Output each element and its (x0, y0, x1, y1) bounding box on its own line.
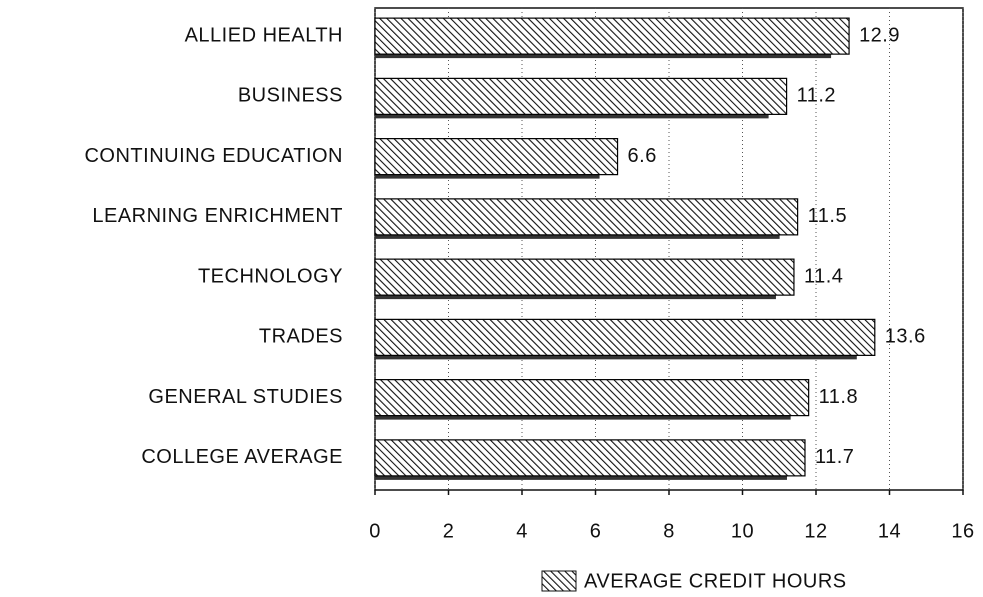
x-tick-label: 16 (951, 520, 974, 542)
value-label: 11.5 (808, 205, 847, 227)
x-tick-label: 12 (804, 520, 827, 542)
value-label: 11.7 (815, 446, 854, 468)
bar (374, 318, 876, 356)
bar (374, 439, 806, 477)
value-label: 13.6 (885, 326, 926, 348)
y-tick-label: ALLIED HEALTH (185, 24, 343, 46)
value-label: 11.4 (804, 265, 843, 287)
y-tick-label: COLLEGE AVERAGE (141, 446, 343, 468)
value-label: 12.9 (859, 24, 900, 46)
x-tick-label: 2 (443, 520, 455, 542)
bar (374, 17, 850, 55)
x-tick-label: 14 (878, 520, 901, 542)
x-tick-label: 6 (590, 520, 602, 542)
x-tick-label: 0 (369, 520, 381, 542)
bar-shadow (375, 473, 787, 480)
bar (374, 138, 619, 176)
bar-shadow (375, 293, 776, 300)
bar-shadow (375, 112, 769, 119)
legend-swatch (541, 570, 577, 592)
y-tick-label: TECHNOLOGY (198, 265, 343, 287)
y-tick-label: BUSINESS (238, 85, 343, 107)
y-tick-label: LEARNING ENRICHMENT (92, 205, 343, 227)
x-tick-label: 8 (663, 520, 675, 542)
y-tick-label: CONTINUING EDUCATION (84, 145, 343, 167)
bar-shadow (375, 413, 791, 420)
bar (374, 77, 788, 115)
x-tick-label: 10 (731, 520, 754, 542)
bar-shadow (375, 232, 780, 239)
bar (374, 258, 795, 296)
bar (374, 379, 810, 417)
y-tick-label: TRADES (259, 326, 343, 348)
bar (374, 198, 799, 236)
y-tick-label: GENERAL STUDIES (148, 386, 343, 408)
legend-label: AVERAGE CREDIT HOURS (584, 570, 847, 592)
bar-shadow (375, 353, 857, 360)
value-label: 11.2 (797, 85, 836, 107)
bar-shadow (375, 172, 600, 179)
bar-shadow (375, 52, 832, 59)
value-label: 11.8 (819, 386, 858, 408)
value-label: 6.6 (628, 145, 657, 167)
x-tick-label: 4 (516, 520, 528, 542)
